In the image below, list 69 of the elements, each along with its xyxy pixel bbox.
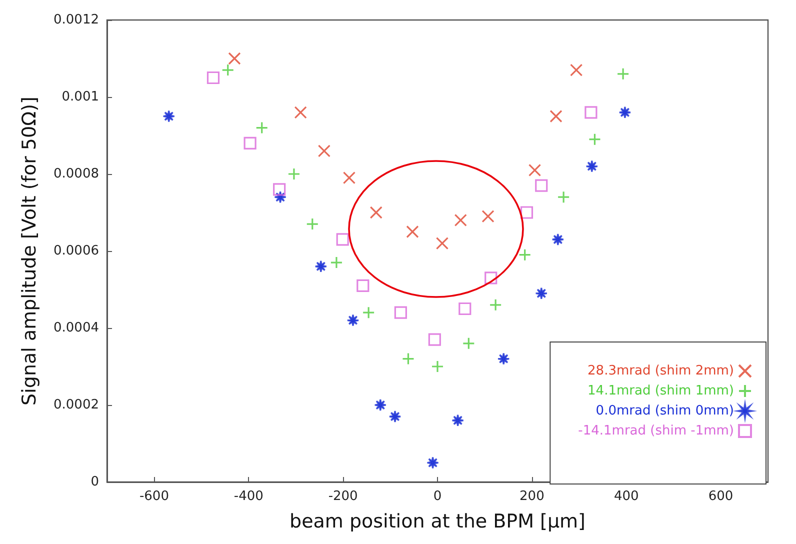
x-axis-title: beam position at the BPM [µm] bbox=[290, 510, 586, 532]
y-tick-label: 0.001 bbox=[62, 90, 99, 104]
point bbox=[452, 414, 464, 427]
point bbox=[394, 306, 407, 319]
point bbox=[426, 456, 440, 470]
y-tick-label: 0 bbox=[90, 474, 99, 490]
point bbox=[482, 210, 494, 223]
point bbox=[552, 233, 564, 246]
point bbox=[346, 314, 360, 327]
legend-label: 14.1mrad (shim 1mm) bbox=[588, 384, 734, 398]
point bbox=[436, 237, 449, 250]
x-tick-label: -200 bbox=[328, 489, 358, 504]
point bbox=[228, 52, 241, 65]
point bbox=[330, 256, 343, 269]
x-tick-label: 600 bbox=[708, 489, 734, 504]
point bbox=[222, 64, 234, 76]
point bbox=[256, 122, 268, 134]
point bbox=[570, 64, 583, 76]
point bbox=[489, 298, 502, 312]
x-tick-label: 0 bbox=[433, 489, 442, 504]
point bbox=[462, 337, 475, 350]
point bbox=[356, 279, 370, 292]
point bbox=[406, 225, 419, 238]
point bbox=[497, 352, 510, 366]
point bbox=[535, 179, 548, 192]
point bbox=[618, 106, 632, 119]
point bbox=[528, 164, 542, 176]
point bbox=[314, 260, 328, 273]
point bbox=[306, 218, 319, 230]
point bbox=[294, 106, 307, 119]
y-tick-label: 0.0002 bbox=[54, 398, 99, 412]
point bbox=[374, 398, 387, 412]
point bbox=[362, 306, 375, 319]
point bbox=[616, 68, 630, 80]
point bbox=[586, 160, 598, 173]
point bbox=[288, 168, 300, 180]
point bbox=[484, 272, 498, 284]
y-tick-label: 0.0004 bbox=[54, 320, 99, 336]
point bbox=[454, 214, 467, 226]
point bbox=[584, 106, 598, 119]
point bbox=[162, 110, 176, 123]
point bbox=[336, 233, 349, 246]
point bbox=[318, 144, 330, 158]
legend-label: -14.1mrad (shim -1mm) bbox=[578, 424, 734, 438]
x-tick-label: 200 bbox=[520, 489, 544, 504]
point bbox=[431, 360, 444, 373]
point bbox=[535, 287, 548, 300]
point bbox=[428, 333, 441, 346]
point bbox=[402, 352, 415, 366]
point bbox=[458, 302, 472, 316]
point bbox=[520, 206, 534, 219]
point bbox=[342, 172, 356, 184]
point bbox=[588, 133, 602, 146]
point bbox=[206, 71, 220, 84]
y-tick-label: 0.0012 bbox=[54, 12, 99, 28]
y-tick-label: 0.0006 bbox=[54, 244, 99, 258]
point bbox=[244, 136, 256, 150]
point bbox=[557, 190, 570, 204]
point bbox=[273, 183, 286, 196]
point bbox=[550, 110, 562, 123]
point bbox=[370, 206, 382, 219]
point bbox=[518, 248, 532, 262]
y-tick-label: 0.0008 bbox=[54, 166, 99, 182]
legend-label: 28.3mrad (shim 2mm) bbox=[588, 364, 734, 378]
legend-label: 0.0mrad (shim 0mm) bbox=[596, 404, 734, 418]
x-tick-label: -600 bbox=[139, 489, 169, 504]
x-tick-label: 400 bbox=[614, 489, 639, 504]
y-axis-title: Signal amplitude [Volt (for 50Ω)] bbox=[18, 96, 40, 406]
x-tick-label: -400 bbox=[234, 489, 264, 504]
